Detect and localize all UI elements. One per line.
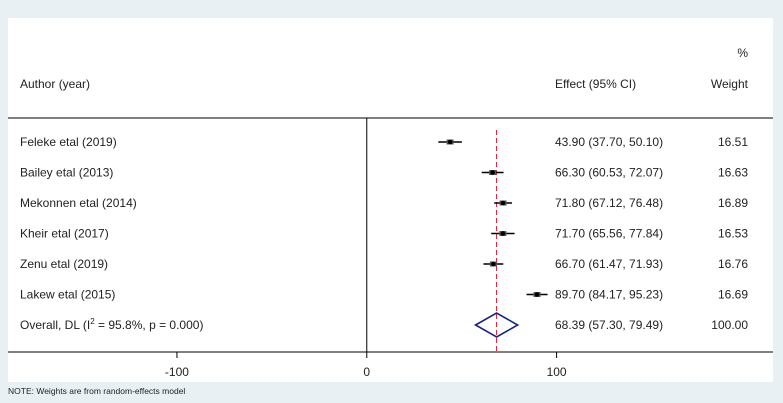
study-weight: 16.63 bbox=[718, 166, 748, 180]
study-weight: 16.89 bbox=[718, 196, 748, 210]
study-ci-text: 43.90 (37.70, 50.10) bbox=[555, 135, 663, 149]
weight-percent-header: % bbox=[737, 46, 748, 60]
study-ci-text: 66.30 (60.53, 72.07) bbox=[555, 166, 663, 180]
study-label: Feleke etal (2019) bbox=[20, 135, 117, 149]
study-point bbox=[447, 139, 453, 145]
weight-column-header: Weight bbox=[711, 77, 749, 91]
overall-label-superscript: 2 bbox=[90, 317, 95, 326]
forest-plot-panel: Author (year) Effect (95% CI) % Weight F… bbox=[8, 18, 773, 382]
study-weight: 16.76 bbox=[718, 257, 748, 271]
x-tick-label: 0 bbox=[363, 365, 370, 379]
study-point bbox=[491, 261, 496, 267]
author-column-header: Author (year) bbox=[20, 77, 90, 91]
study-point bbox=[500, 200, 506, 206]
study-point bbox=[534, 292, 540, 297]
overall-ci-text: 68.39 (57.30, 79.49) bbox=[555, 318, 663, 332]
study-point bbox=[500, 231, 506, 236]
study-label: Lakew etal (2015) bbox=[20, 288, 115, 302]
weights-note: NOTE: Weights are from random-effects mo… bbox=[8, 386, 186, 396]
study-ci-text: 66.70 (61.47, 71.93) bbox=[555, 257, 663, 271]
study-weight: 16.69 bbox=[718, 288, 748, 302]
study-weight: 16.51 bbox=[718, 135, 748, 149]
effect-column-header: Effect (95% CI) bbox=[555, 77, 636, 91]
forest-plot-svg: Author (year) Effect (95% CI) % Weight F… bbox=[8, 46, 773, 379]
study-ci-text: 71.70 (65.56, 77.84) bbox=[555, 227, 663, 241]
study-label: Mekonnen etal (2014) bbox=[20, 196, 137, 210]
overall-weight: 100.00 bbox=[711, 318, 748, 332]
overall-diamond bbox=[473, 312, 520, 338]
overall-label-suffix: = 95.8%, p = 0.000) bbox=[95, 318, 204, 332]
study-weight: 16.53 bbox=[718, 227, 748, 241]
study-rows: Feleke etal (2019) 43.90 (37.70, 50.10) 16… bbox=[20, 118, 748, 352]
study-label: Kheir etal (2017) bbox=[20, 227, 109, 241]
study-label: Zenu etal (2019) bbox=[20, 257, 108, 271]
x-tick-label: 100 bbox=[547, 365, 567, 379]
study-point bbox=[490, 170, 495, 175]
overall-label: Overall, DL (I2 = 95.8%, p = 0.000) bbox=[20, 317, 203, 332]
overall-label-prefix: Overall, DL (I bbox=[20, 318, 90, 332]
x-axis: -100 0 100 bbox=[165, 352, 567, 379]
study-ci-text: 89.70 (84.17, 95.23) bbox=[555, 288, 663, 302]
study-label: Bailey etal (2013) bbox=[20, 166, 113, 180]
x-tick-label: -100 bbox=[165, 365, 189, 379]
study-ci-text: 71.80 (67.12, 76.48) bbox=[555, 196, 663, 210]
